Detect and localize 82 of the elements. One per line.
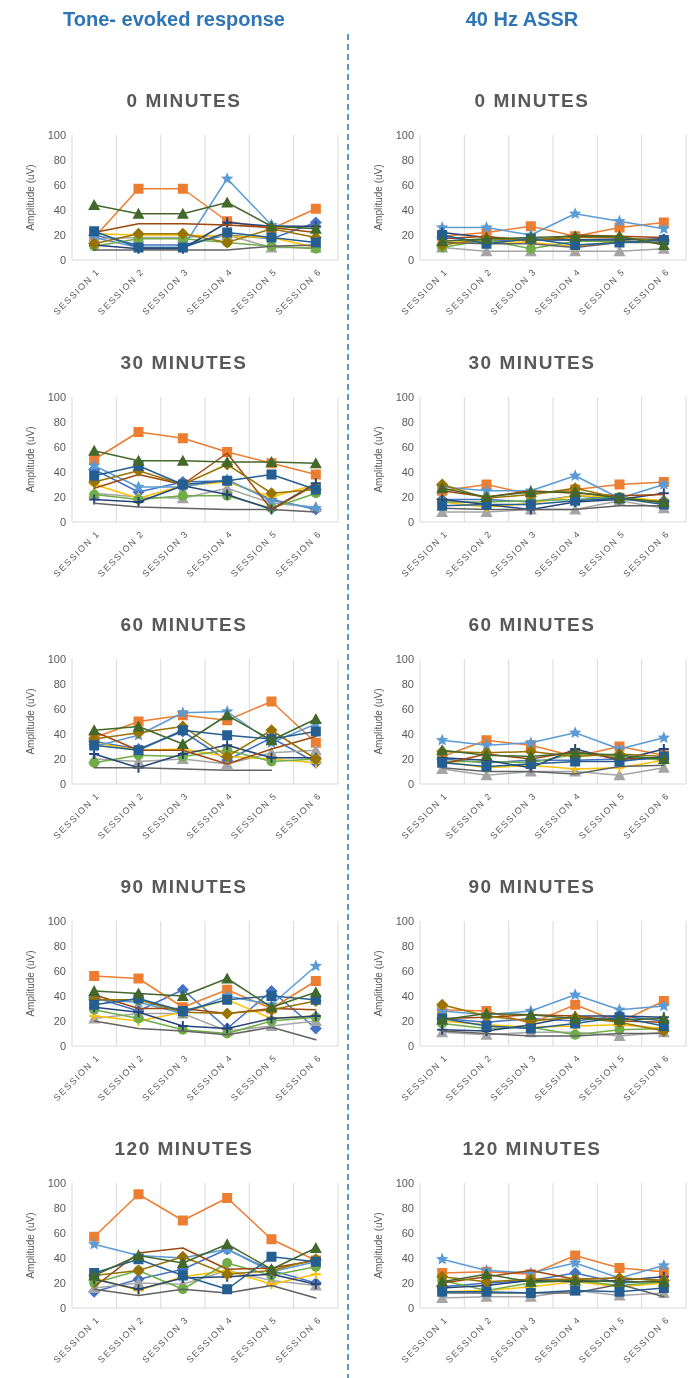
y-tick-label: 80 [53, 939, 66, 952]
y-tick-label: 40 [401, 203, 414, 216]
chart-title: 30 MINUTES [120, 352, 248, 373]
text: Tone- evoked response [63, 8, 285, 30]
y-tick-label: 40 [53, 727, 66, 740]
text: 40 Hz ASSR [465, 8, 579, 30]
y-tick-label: 80 [401, 415, 414, 428]
y-tick-label: 60 [401, 702, 414, 715]
y-tick-label: 20 [401, 752, 414, 765]
y-tick-label: 100 [47, 390, 66, 403]
y-tick-label: 40 [53, 465, 66, 478]
y-tick-label: 20 [401, 228, 414, 241]
y-axis-title: Amplitude (uV) [373, 688, 384, 755]
y-axis-title: Amplitude (uV) [25, 164, 36, 231]
y-tick-label: 40 [401, 465, 414, 478]
chart-title: 120 MINUTES [114, 1138, 254, 1159]
y-tick-label: 100 [395, 390, 414, 403]
y-tick-label: 40 [401, 727, 414, 740]
y-tick-label: 60 [53, 1226, 66, 1239]
y-tick-label: 0 [407, 253, 414, 266]
chart-title: 0 MINUTES [126, 90, 242, 111]
chart-title: 60 MINUTES [120, 614, 248, 635]
chart-title: 60 MINUTES [468, 614, 596, 635]
y-tick-label: 0 [407, 515, 414, 528]
y-tick-label: 60 [53, 440, 66, 453]
y-tick-label: 0 [59, 1301, 66, 1314]
y-tick-label: 60 [401, 1226, 414, 1239]
y-tick-label: 100 [47, 914, 66, 927]
y-tick-label: 100 [395, 652, 414, 665]
y-tick-label: 80 [401, 677, 414, 690]
y-tick-label: 80 [53, 153, 66, 166]
y-tick-label: 40 [53, 203, 66, 216]
y-tick-label: 40 [53, 1251, 66, 1264]
y-tick-label: 80 [401, 153, 414, 166]
y-axis-title: Amplitude (uV) [25, 1212, 36, 1279]
y-tick-label: 20 [53, 490, 66, 503]
chart-title: 0 MINUTES [474, 90, 590, 111]
y-tick-label: 40 [401, 1251, 414, 1264]
y-tick-label: 20 [53, 752, 66, 765]
y-tick-label: 100 [47, 652, 66, 665]
chart-title: 120 MINUTES [462, 1138, 602, 1159]
y-axis-title: Amplitude (uV) [25, 688, 36, 755]
y-tick-label: 20 [401, 1014, 414, 1027]
y-tick-label: 100 [47, 128, 66, 141]
y-tick-label: 100 [395, 128, 414, 141]
y-tick-label: 0 [59, 515, 66, 528]
y-tick-label: 20 [53, 228, 66, 241]
chart-title: 90 MINUTES [120, 876, 248, 897]
chart-title: 30 MINUTES [468, 352, 596, 373]
y-axis-title: Amplitude (uV) [373, 164, 384, 231]
y-tick-label: 0 [407, 1039, 414, 1052]
y-tick-label: 20 [53, 1276, 66, 1289]
y-tick-label: 100 [47, 1176, 66, 1189]
y-tick-label: 60 [53, 702, 66, 715]
y-tick-label: 0 [59, 777, 66, 790]
y-tick-label: 0 [59, 1039, 66, 1052]
y-tick-label: 40 [53, 989, 66, 1002]
y-tick-label: 80 [401, 1201, 414, 1214]
y-axis-title: Amplitude (uV) [373, 950, 384, 1017]
y-tick-label: 80 [53, 677, 66, 690]
y-axis-title: Amplitude (uV) [25, 950, 36, 1017]
y-axis-title: Amplitude (uV) [25, 426, 36, 493]
y-axis-title: Amplitude (uV) [373, 426, 384, 493]
y-tick-label: 60 [401, 178, 414, 191]
y-tick-label: 40 [401, 989, 414, 1002]
y-tick-label: 0 [59, 253, 66, 266]
y-tick-label: 100 [395, 914, 414, 927]
y-tick-label: 20 [53, 1014, 66, 1027]
y-tick-label: 80 [53, 415, 66, 428]
y-tick-label: 0 [407, 777, 414, 790]
y-tick-label: 80 [53, 1201, 66, 1214]
y-tick-label: 20 [401, 490, 414, 503]
y-tick-label: 60 [53, 178, 66, 191]
chart-title: 90 MINUTES [468, 876, 596, 897]
y-tick-label: 60 [401, 440, 414, 453]
y-tick-label: 80 [401, 939, 414, 952]
y-tick-label: 60 [401, 964, 414, 977]
y-tick-label: 60 [53, 964, 66, 977]
y-tick-label: 0 [407, 1301, 414, 1314]
y-tick-label: 100 [395, 1176, 414, 1189]
y-axis-title: Amplitude (uV) [373, 1212, 384, 1279]
y-tick-label: 20 [401, 1276, 414, 1289]
